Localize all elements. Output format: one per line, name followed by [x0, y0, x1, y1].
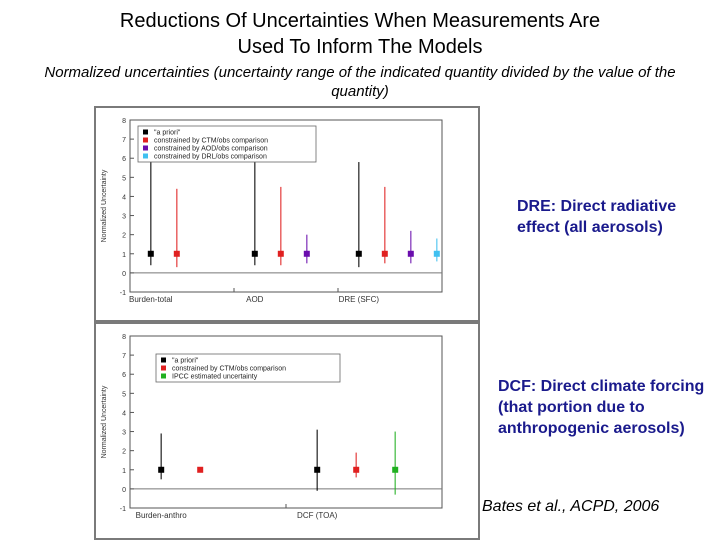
y-tick-label: -1: [120, 506, 126, 513]
data-point: [251, 250, 258, 257]
legend-label: constrained by CTM/obs comparison: [172, 366, 286, 373]
citation: Bates et al., ACPD, 2006: [482, 498, 660, 515]
legend-label: IPCC estimated uncertainty: [172, 374, 258, 381]
y-tick-label: 1: [122, 252, 126, 259]
chart-panel-top: -1 0 1 2 3 4 5 6 7 8 Normalized Uncertainty Burden-…: [94, 106, 480, 322]
y-tick-label: 4: [122, 410, 126, 417]
y-axis-label: Normalized Uncertainty: [101, 169, 108, 242]
legend-label: constrained by DRL/obs comparison: [154, 154, 267, 161]
legend-box: [155, 353, 341, 383]
legend: "a priori"constrained by CTM/obs compari…: [137, 125, 317, 163]
y-tick-label: 1: [122, 468, 126, 475]
y-tick-label: 2: [122, 233, 126, 240]
title-line-1: Reductions Of Uncertainties When Measure…: [119, 10, 601, 32]
chart-panel-bottom: -1 0 1 2 3 4 5 6 7 8 Normalized Uncertainty Burden-…: [94, 322, 480, 540]
data-point: [147, 250, 154, 257]
legend-label: constrained by AOD/obs comparison: [154, 146, 268, 153]
plot-area: [129, 119, 443, 293]
legend-label: "a priori": [172, 358, 199, 365]
y-tick-label: 5: [122, 391, 126, 398]
legend-swatch: [161, 357, 166, 363]
page-subtitle: Normalized uncertainties (uncertainty ra…: [44, 64, 676, 100]
y-tick-label: 6: [122, 156, 126, 163]
y-tick-label: 4: [122, 194, 126, 201]
y-tick-label: 8: [122, 334, 126, 341]
title-line-2: Used To Inform The Models: [237, 36, 483, 58]
legend-swatch: [143, 153, 148, 159]
y-tick-label: 3: [122, 430, 126, 437]
data-point: [173, 250, 180, 257]
data-point: [355, 250, 362, 257]
legend-swatch: [161, 365, 166, 371]
page-title: Reductions Of Uncertainties When Measure…: [0, 8, 720, 60]
y-tick-label: 7: [122, 137, 126, 144]
legend-label: constrained by CTM/obs comparison: [154, 138, 268, 145]
data-point: [158, 466, 165, 473]
legend: "a priori"constrained by CTM/obs compari…: [155, 353, 341, 383]
y-tick-label: 8: [122, 118, 126, 125]
data-point: [197, 466, 204, 473]
data-point: [407, 250, 414, 257]
category-label: AOD: [246, 295, 264, 304]
data-point: [277, 250, 284, 257]
legend-label: "a priori": [154, 130, 181, 137]
legend-swatch: [143, 129, 148, 135]
y-tick-label: 2: [122, 449, 126, 456]
chart-bottom: -1 0 1 2 3 4 5 6 7 8 Normalized Uncertainty Burden-…: [101, 334, 443, 520]
y-tick-label: 7: [122, 353, 126, 360]
legend-swatch: [161, 373, 166, 379]
category-label: DCF (TOA): [297, 511, 338, 520]
note-dre: DRE: Direct radiative effect (all aeroso…: [517, 198, 677, 236]
legend-swatch: [143, 145, 148, 151]
data-point: [314, 466, 321, 473]
data-point: [353, 466, 360, 473]
data-point: [433, 250, 440, 257]
legend-swatch: [143, 137, 148, 143]
category-label: Burden-anthro: [136, 511, 188, 520]
data-point: [392, 466, 399, 473]
y-tick-label: 6: [122, 372, 126, 379]
y-axis-label: Normalized Uncertainty: [101, 385, 108, 458]
data-point: [381, 250, 388, 257]
y-tick-label: 3: [122, 214, 126, 221]
y-tick-label: -1: [120, 290, 126, 297]
legend-box: [137, 125, 317, 163]
data-point: [303, 250, 310, 257]
category-label: DRE (SFC): [339, 295, 380, 304]
note-dcf: DCF: Direct climate forcing (that portio…: [498, 378, 705, 437]
y-tick-label: 0: [122, 487, 126, 494]
chart-top: -1 0 1 2 3 4 5 6 7 8 Normalized Uncertainty Burden-…: [101, 118, 443, 304]
category-label: Burden-total: [129, 295, 173, 304]
y-tick-label: 5: [122, 175, 126, 182]
y-tick-label: 0: [122, 271, 126, 278]
